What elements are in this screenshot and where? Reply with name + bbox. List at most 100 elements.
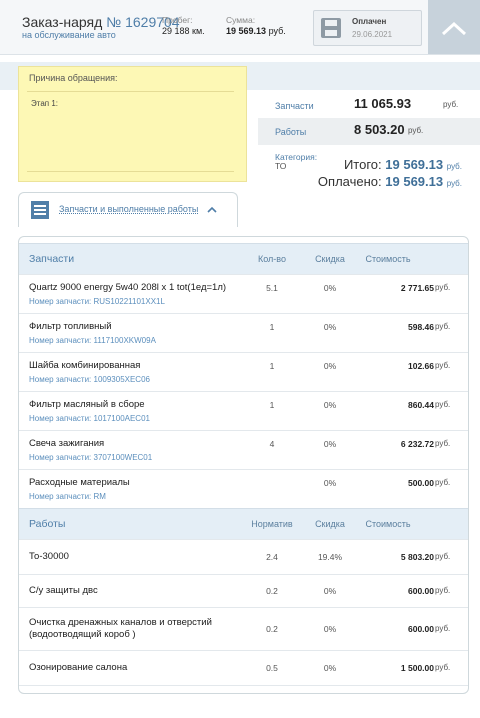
table-row: То-30000 2.4 19.4% 5 803.20 руб.	[19, 539, 468, 574]
cost: 102.66	[408, 361, 434, 371]
sum-value: 19 569.13	[226, 26, 267, 36]
parts-total: 11 065.93	[354, 96, 412, 111]
currency: руб.	[435, 322, 451, 331]
item-name: Озонирование салона	[29, 662, 128, 673]
currency: руб.	[446, 179, 462, 188]
norm: 0.2	[266, 624, 278, 634]
collapse-button[interactable]	[428, 0, 480, 54]
cost: 600.00	[408, 586, 434, 596]
discount: 0%	[323, 624, 337, 634]
tab[interactable]: Запчасти и выполненные работы	[18, 192, 238, 227]
norm: 2.4	[266, 552, 278, 562]
currency: руб.	[435, 361, 451, 370]
table-row: Расходные материалы Номер запчасти: RM 0% 5…	[19, 469, 468, 508]
works-row-bg	[258, 118, 480, 145]
cost: 500.00	[408, 478, 434, 488]
order-title: Заказ-наряд № 1629704	[22, 14, 180, 30]
cost: 860.44	[408, 400, 434, 410]
table-header: Запчасти Кол-во Скидка Стоимость	[19, 243, 468, 274]
currency: руб.	[435, 552, 451, 561]
header: Заказ-наряд № 1629704 на обслуживание ав…	[0, 0, 480, 55]
item-code: Номер запчасти: 3707100WEC01	[29, 453, 153, 462]
cost: 2 771.65	[400, 283, 434, 293]
item-code: Номер запчасти: 1017100AEC01	[29, 414, 150, 423]
list-icon	[31, 201, 49, 219]
qty: 1	[269, 322, 275, 332]
grand-total: Итого: 19 569.13 руб.	[344, 157, 462, 172]
order-number: № 1629704	[106, 14, 180, 30]
cost: 598.46	[408, 322, 434, 332]
subtitle: на обслуживание авто	[22, 30, 116, 40]
table-row: Quartz 9000 energy 5w40 208l x 1 tot(1ед…	[19, 274, 468, 313]
column-title: Кол-во	[258, 254, 286, 264]
table-row: Очистка дренажных каналов и отверстий (в…	[19, 607, 468, 650]
currency: руб.	[435, 624, 451, 633]
table-header: Работы Норматив Скидка Стоимость	[19, 508, 468, 539]
currency: руб.	[435, 478, 451, 487]
currency: руб.	[435, 400, 451, 409]
category-label: Категория:	[275, 152, 318, 162]
currency: руб.	[435, 663, 451, 672]
discount: 0%	[323, 663, 337, 673]
currency: руб.	[435, 586, 451, 595]
currency: руб.	[408, 126, 424, 135]
hide-link[interactable]: Скрыть	[405, 691, 434, 693]
category: ТО	[275, 161, 287, 171]
currency: руб.	[435, 439, 451, 448]
item-name: С/у защиты двс	[29, 585, 98, 596]
table-row: Фильтр масляный в сборе Номер запчасти: 1…	[19, 391, 468, 430]
item-name: Quartz 9000 energy 5w40 208l x 1 tot(1ед…	[29, 282, 227, 293]
item-name: Шайба комбинированная	[29, 360, 141, 371]
discount: 0%	[323, 361, 337, 371]
sum-label: Сумма:	[226, 15, 256, 25]
mileage: 29 188 км.	[162, 26, 205, 36]
item-name: Очистка дренажных каналов и отверстий (в…	[29, 617, 212, 640]
sum: 19 569.13 руб.	[226, 26, 286, 36]
norm: 0.5	[266, 663, 278, 673]
chevron	[440, 693, 450, 694]
column-title: Стоимость	[365, 519, 411, 529]
note-stage: Этап 1:	[31, 99, 58, 108]
title: Заказ-наряд	[22, 14, 103, 30]
discount: 0%	[323, 322, 337, 332]
item-code: Номер запчасти: 1009305XEC06	[29, 375, 150, 384]
currency: руб.	[268, 26, 286, 36]
tab-label: Запчасти и выполненные работы	[59, 204, 199, 214]
items-table: Запчасти Кол-во Скидка Стоимость Quartz 9000…	[18, 236, 469, 694]
cost: 5 803.20	[400, 552, 434, 562]
item-code: Номер запчасти: RUS10221101XX1L	[29, 297, 165, 306]
column-title: Норматив	[251, 519, 293, 529]
table-row: Свеча зажигания Номер запчасти: 3707100WE…	[19, 430, 468, 469]
column-title: Работы	[29, 518, 66, 530]
chevron	[207, 206, 217, 213]
paid-label: Оплачено:	[317, 174, 382, 189]
discount: 0%	[323, 586, 337, 596]
table-row: С/у защиты двс 0.2 0% 600.00 руб.	[19, 574, 468, 607]
status: Оплачен	[352, 17, 387, 26]
note: Причина обращения: Этап 1:	[18, 66, 247, 182]
total: 19 569.13	[385, 157, 444, 172]
discount: 0%	[323, 400, 337, 410]
qty: 4	[269, 439, 275, 449]
status-date: 29.06.2021	[352, 30, 393, 39]
discount: 0%	[323, 478, 337, 488]
qty: 1	[269, 400, 275, 410]
save-icon	[321, 18, 341, 38]
discount: 0%	[323, 439, 337, 449]
column-title: Стоимость	[365, 254, 411, 264]
item-name: Фильтр масляный в сборе	[29, 399, 145, 410]
column-title: Скидка	[315, 519, 345, 529]
discount: 0%	[323, 283, 337, 293]
status-box: Оплачен 29.06.2021	[313, 10, 422, 46]
cost: 600.00	[408, 624, 434, 634]
works-label: Работы	[275, 127, 307, 137]
currency: руб.	[443, 100, 459, 109]
cost: 1 500.00	[400, 663, 434, 673]
item-code: Номер запчасти: RM	[29, 492, 106, 501]
item-code: Номер запчасти: 1117100XKW09A	[29, 336, 156, 345]
item-name: Расходные материалы	[29, 477, 130, 488]
note-title: Причина обращения:	[29, 73, 118, 83]
column-title: Скидка	[315, 254, 345, 264]
table-row: Озонирование салона 0.5 0% 1 500.00 руб.	[19, 650, 468, 685]
